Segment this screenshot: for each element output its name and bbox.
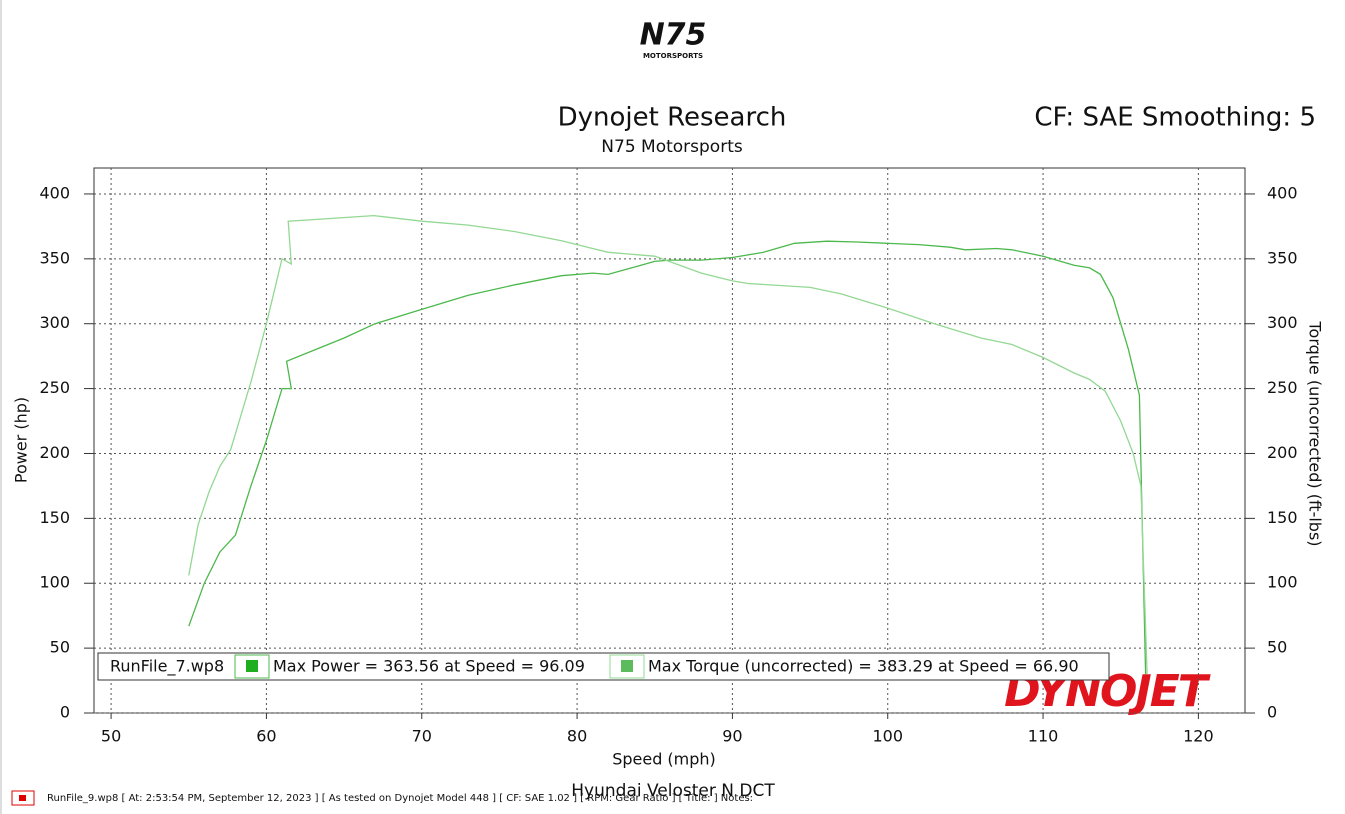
legend-swatch — [621, 660, 633, 672]
y2-tick-label: 200 — [1267, 443, 1298, 462]
y2-axis-label: Torque (uncorrected) (ft-lbs) — [1306, 320, 1325, 546]
footer-icon-dot — [19, 795, 26, 801]
y-axis-label: Power (hp) — [12, 397, 31, 483]
y2-tick-label: 100 — [1267, 573, 1298, 592]
x-tick-label: 50 — [101, 727, 121, 746]
x-axis-label: Speed (mph) — [612, 750, 716, 769]
x-tick-label: 90 — [722, 727, 742, 746]
y-tick-label: 300 — [39, 313, 70, 332]
legend: RunFile_7.wp8 Max Power = 363.56 at Spee… — [97, 652, 1110, 681]
y2-tick-label: 50 — [1267, 638, 1287, 657]
y-tick-label: 150 — [39, 508, 70, 527]
settings-label: CF: SAE Smoothing: 5 — [1034, 103, 1316, 133]
vehicle-label: Hyundai Veloster N DCT — [571, 781, 775, 801]
legend-title: RunFile_7.wp8 — [110, 657, 224, 677]
chart-title: Dynojet Research — [558, 103, 787, 133]
y-tick-label: 100 — [39, 573, 70, 592]
y2-tick-label: 150 — [1267, 508, 1298, 527]
y2-tick-label: 250 — [1267, 378, 1298, 397]
x-tick-label: 80 — [567, 727, 587, 746]
y-tick-label: 250 — [39, 378, 70, 397]
y-tick-label: 200 — [39, 443, 70, 462]
y2-tick-label: 300 — [1267, 313, 1298, 332]
y2-tick-label: 350 — [1267, 248, 1298, 267]
x-tick-label: 60 — [256, 727, 276, 746]
y2-tick-label: 400 — [1267, 183, 1298, 202]
series-line — [188, 240, 1147, 675]
logo-main: N75 — [640, 18, 707, 53]
legend-label: Max Torque (uncorrected) = 383.29 at Spe… — [648, 657, 1079, 676]
legend-swatch — [246, 660, 258, 672]
y-tick-label: 0 — [60, 703, 70, 722]
logo-sub: MOTORSPORTS — [643, 52, 703, 60]
y-tick-label: 350 — [39, 248, 70, 267]
chart-subtitle: N75 Motorsports — [601, 137, 743, 157]
x-tick-label: 120 — [1183, 727, 1214, 746]
legend-label: Max Power = 363.56 at Speed = 96.09 — [273, 657, 585, 676]
y-tick-label: 400 — [39, 183, 70, 202]
series-line — [188, 214, 1148, 675]
x-tick-label: 110 — [1028, 727, 1059, 746]
y-tick-label: 50 — [50, 638, 70, 657]
y2-tick-label: 0 — [1267, 703, 1277, 722]
x-tick-label: 70 — [412, 727, 432, 746]
footer-text: RunFile_9.wp8 [ At: 2:53:54 PM, Septembe… — [47, 793, 753, 804]
x-tick-label: 100 — [872, 727, 903, 746]
